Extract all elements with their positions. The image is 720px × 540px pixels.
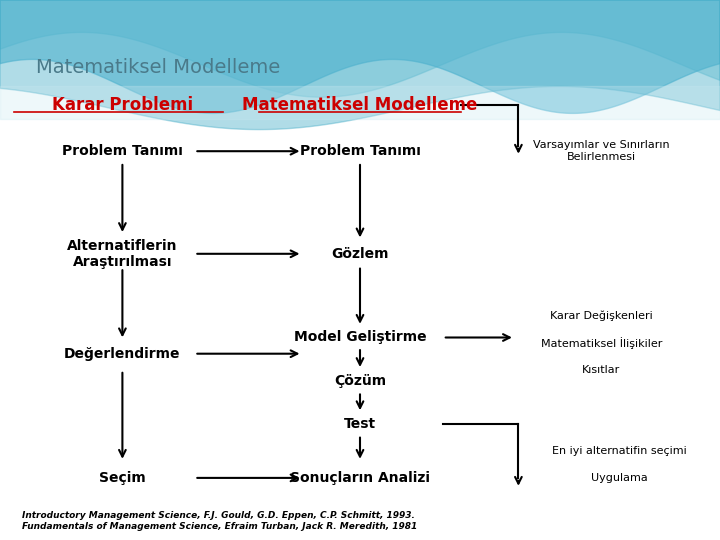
Text: Test: Test [344, 417, 376, 431]
Text: Karar Problemi: Karar Problemi [52, 96, 193, 114]
Text: Problem Tanımı: Problem Tanımı [300, 144, 420, 158]
Text: Matematiksel Modelleme: Matematiksel Modelleme [36, 58, 280, 77]
Text: Model Geliştirme: Model Geliştirme [294, 330, 426, 345]
Text: Matematiksel Modelleme: Matematiksel Modelleme [243, 96, 477, 114]
Text: Fundamentals of Management Science, Efraim Turban, Jack R. Meredith, 1981: Fundamentals of Management Science, Efra… [22, 522, 417, 531]
Text: En iyi alternatifin seçimi: En iyi alternatifin seçimi [552, 446, 687, 456]
Text: Alternatiflerin
Araştırılması: Alternatiflerin Araştırılması [67, 239, 178, 269]
Text: Uygulama: Uygulama [591, 473, 647, 483]
Text: Varsayımlar ve Sınırların
Belirlenmesi: Varsayımlar ve Sınırların Belirlenmesi [533, 140, 670, 162]
Text: Seçim: Seçim [99, 471, 145, 485]
Text: Karar Değişkenleri: Karar Değişkenleri [550, 310, 652, 321]
Text: Çözüm: Çözüm [334, 374, 386, 388]
Text: Problem Tanımı: Problem Tanımı [62, 144, 183, 158]
Text: Introductory Management Science, F.J. Gould, G.D. Eppen, C.P. Schmitt, 1993.: Introductory Management Science, F.J. Go… [22, 511, 415, 520]
Text: Değerlendirme: Değerlendirme [64, 347, 181, 361]
Text: Kısıtlar: Kısıtlar [582, 365, 621, 375]
Text: Gözlem: Gözlem [331, 247, 389, 261]
Text: Matematiksel İlişikiler: Matematiksel İlişikiler [541, 337, 662, 349]
Text: Sonuçların Analizi: Sonuçların Analizi [290, 471, 430, 485]
